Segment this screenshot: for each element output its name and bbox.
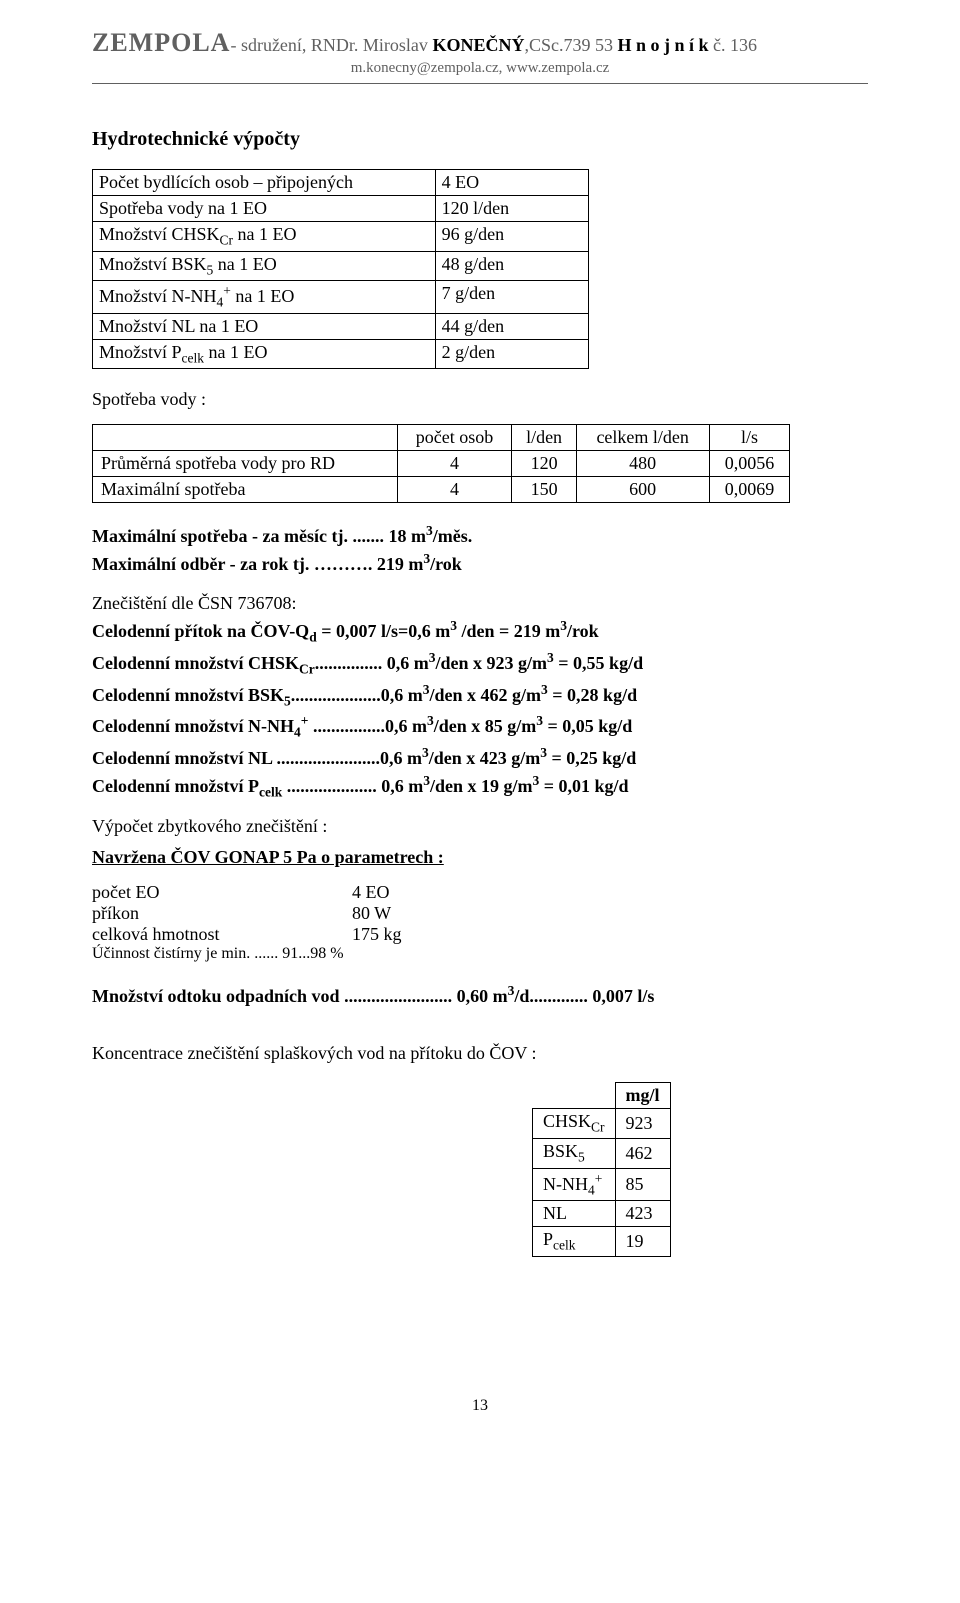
param-row: celková hmotnost175 kg (92, 924, 868, 945)
header-divider (92, 83, 868, 84)
daily-amount-line: Celodenní množství CHSKCr...............… (92, 650, 868, 678)
konc-label: Koncentrace znečištění splaškových vod n… (92, 1043, 868, 1064)
max-year-line: Maximální odběr - za rok tj. ………. 219 m3… (92, 551, 868, 575)
table-header: l/den (512, 425, 576, 451)
section-title: Hydrotechnické výpočty (92, 128, 868, 151)
header-tail-2: ,CSc.739 53 (524, 35, 617, 55)
table-cell-label: Množství NL na 1 EO (93, 313, 436, 339)
header-line-1: ZEMPOLA- sdružení, RNDr. Miroslav KONEČN… (92, 28, 868, 58)
table-cell: Průměrná spotřeba vody pro RD (93, 451, 398, 477)
table-cell-label: Počet bydlících osob – připojených (93, 170, 436, 196)
param-key: celková hmotnost (92, 924, 352, 945)
param-value: 4 EO (352, 882, 390, 903)
daily-amounts-block: Celodenní přítok na ČOV-Qd = 0,007 l/s=0… (92, 618, 868, 800)
table-cell-value: 4 EO (435, 170, 588, 196)
daily-amount-line: Celodenní množství Pcelk ...............… (92, 773, 868, 801)
table-cell: 120 (512, 451, 576, 477)
table-cell-label: Množství N-NH4+ na 1 EO (93, 281, 436, 314)
table-cell-label: Množství BSK5 na 1 EO (93, 251, 436, 281)
param-value: 175 kg (352, 924, 402, 945)
table-cell-value: 120 l/den (435, 196, 588, 222)
document-page: ZEMPOLA- sdružení, RNDr. Miroslav KONEČN… (0, 0, 960, 1455)
param-row: počet EO 4 EO (92, 882, 868, 903)
table-cell-label: N-NH4+ (533, 1168, 616, 1201)
table-cell: 150 (512, 477, 576, 503)
table-cell: 600 (576, 477, 709, 503)
table-cell-value: 423 (615, 1201, 670, 1227)
table-header: celkem l/den (576, 425, 709, 451)
csn-label: Znečištění dle ČSN 736708: (92, 593, 868, 614)
table-cell-value: 923 (615, 1109, 670, 1139)
table-cell-label: Spotřeba vody na 1 EO (93, 196, 436, 222)
t3-header: mg/l (615, 1083, 670, 1109)
table-cell: 4 (397, 477, 512, 503)
daily-amount-line: Celodenní množství BSK5.................… (92, 682, 868, 710)
max-month-line: Maximální spotřeba - za měsíc tj. ......… (92, 523, 868, 547)
parameters-table: Počet bydlících osob – připojených4 EOSp… (92, 169, 589, 369)
table-cell-value: 96 g/den (435, 222, 588, 252)
concentration-table: mg/l CHSKCr923BSK5462N-NH4+85NL423Pcelk1… (532, 1082, 671, 1256)
document-header: ZEMPOLA- sdružení, RNDr. Miroslav KONEČN… (92, 28, 868, 84)
spotreba-label: Spotřeba vody : (92, 389, 868, 410)
table-cell-label: CHSKCr (533, 1109, 616, 1139)
table-cell-value: 48 g/den (435, 251, 588, 281)
table-header: l/s (709, 425, 790, 451)
table-cell-value: 19 (615, 1227, 670, 1257)
table-header (93, 425, 398, 451)
odtok-line: Množství odtoku odpadních vod ..........… (92, 983, 868, 1007)
page-number: 13 (92, 1397, 868, 1415)
navrzena-label: Navržena ČOV GONAP 5 Pa o parametrech : (92, 847, 868, 868)
header-town: H n o j n í k (617, 35, 708, 55)
vypocet-label: Výpočet zbytkového znečištění : (92, 816, 868, 837)
table-cell-value: 44 g/den (435, 313, 588, 339)
table-cell-label: Pcelk (533, 1227, 616, 1257)
daily-amount-line: Celodenní množství N-NH4+ ..............… (92, 713, 868, 741)
table-cell-value: 7 g/den (435, 281, 588, 314)
cov-params: počet EO 4 EOpříkon 80 Wcelková hmotnost… (92, 882, 868, 963)
table-cell-label: Množství CHSKCr na 1 EO (93, 222, 436, 252)
table-cell: 480 (576, 451, 709, 477)
param-row: příkon 80 W (92, 903, 868, 924)
table-cell-label: Množství Pcelk na 1 EO (93, 339, 436, 369)
daily-amount-line: Celodenní přítok na ČOV-Qd = 0,007 l/s=0… (92, 618, 868, 646)
table-cell: 0,0056 (709, 451, 790, 477)
param-key: příkon (92, 903, 352, 924)
table-cell-label: NL (533, 1201, 616, 1227)
table-cell-label: BSK5 (533, 1138, 616, 1168)
param-key: počet EO (92, 882, 352, 903)
consumption-table: počet osobl/dencelkem l/denl/s Průměrná … (92, 424, 790, 503)
table-cell-value: 85 (615, 1168, 670, 1201)
table-cell: 4 (397, 451, 512, 477)
table-header: počet osob (397, 425, 512, 451)
header-lastname: KONEČNÝ (432, 35, 524, 55)
header-tail-1: - sdružení, RNDr. Miroslav (230, 35, 432, 55)
table-cell-value: 2 g/den (435, 339, 588, 369)
header-tail-3: č. 136 (709, 35, 758, 55)
brand-name: ZEMPOLA (92, 28, 230, 57)
table-cell: 0,0069 (709, 477, 790, 503)
header-contact: m.konecny@zempola.cz, www.zempola.cz (92, 60, 868, 77)
table-cell-value: 462 (615, 1138, 670, 1168)
daily-amount-line: Celodenní množství NL ..................… (92, 745, 868, 769)
param-value: 80 W (352, 903, 391, 924)
ucinnost-line: Účinnost čistírny je min. ...... 91...98… (92, 945, 868, 963)
table-cell: Maximální spotřeba (93, 477, 398, 503)
